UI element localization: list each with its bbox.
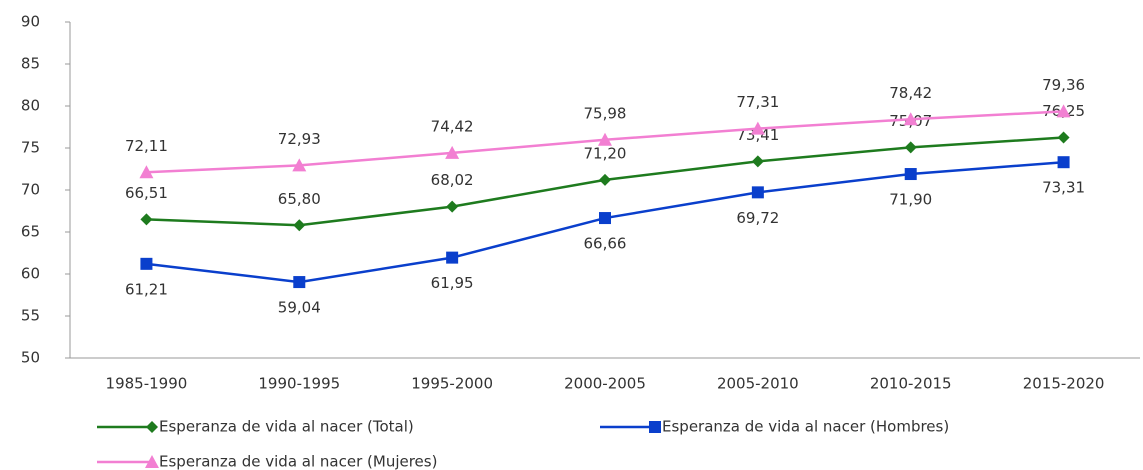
point xyxy=(446,251,459,264)
legend-marker xyxy=(145,455,159,468)
value-label: 72,11 xyxy=(125,137,168,155)
y-tick-label: 80 xyxy=(21,97,40,115)
x-tick-label: 2010-2015 xyxy=(870,375,952,393)
point xyxy=(1057,156,1070,169)
point xyxy=(599,173,611,186)
value-label: 66,51 xyxy=(125,184,168,202)
point xyxy=(446,200,459,213)
x-tick-label: 1990-1995 xyxy=(258,375,340,393)
value-label: 79,36 xyxy=(1042,76,1085,94)
point xyxy=(751,186,764,199)
point xyxy=(293,276,306,289)
point xyxy=(598,132,612,146)
y-tick-label: 90 xyxy=(21,13,40,31)
point xyxy=(140,257,153,270)
value-label: 71,20 xyxy=(584,144,627,162)
value-label: 73,31 xyxy=(1042,179,1085,197)
legend-label: Esperanza de vida al nacer (Hombres) xyxy=(662,418,949,436)
legend-label: Esperanza de vida al nacer (Mujeres) xyxy=(159,453,437,470)
point xyxy=(904,168,917,181)
y-tick-label: 60 xyxy=(21,265,40,283)
point xyxy=(750,121,765,135)
value-label: 69,72 xyxy=(736,209,779,227)
point xyxy=(293,219,306,232)
value-label: 68,02 xyxy=(431,171,474,189)
y-tick-label: 55 xyxy=(21,307,40,325)
value-label: 61,95 xyxy=(431,274,474,292)
point xyxy=(1056,104,1071,118)
y-tick-label: 50 xyxy=(21,349,40,367)
y-tick-label: 70 xyxy=(21,181,40,199)
point xyxy=(1057,131,1070,144)
value-label: 66,66 xyxy=(584,235,627,253)
x-tick-label: 2005-2010 xyxy=(717,375,799,393)
legend-label: Esperanza de vida al nacer (Total) xyxy=(159,418,414,436)
legend-marker xyxy=(146,421,158,433)
point xyxy=(903,112,918,126)
x-tick-label: 1995-2000 xyxy=(411,375,493,393)
x-tick-label: 2000-2005 xyxy=(564,375,646,393)
point xyxy=(139,165,154,179)
value-label: 78,42 xyxy=(889,84,932,102)
value-label: 72,93 xyxy=(278,130,321,148)
value-label: 61,21 xyxy=(125,280,168,298)
value-label: 59,04 xyxy=(278,299,321,317)
point xyxy=(292,158,307,172)
x-tick-label: 1985-1990 xyxy=(106,375,188,393)
y-tick-label: 85 xyxy=(21,55,40,73)
value-label: 71,90 xyxy=(889,191,932,209)
x-tick-label: 2015-2020 xyxy=(1023,375,1105,393)
point xyxy=(599,212,611,225)
value-label: 77,31 xyxy=(736,93,779,111)
legend-marker xyxy=(649,421,661,433)
value-label: 65,80 xyxy=(278,190,321,208)
value-label: 75,98 xyxy=(584,104,627,122)
value-label: 74,42 xyxy=(431,117,474,135)
point xyxy=(445,145,460,159)
point xyxy=(751,155,764,168)
y-tick-label: 65 xyxy=(21,223,40,241)
y-tick-label: 75 xyxy=(21,139,40,157)
point xyxy=(904,141,917,154)
point xyxy=(140,213,153,226)
